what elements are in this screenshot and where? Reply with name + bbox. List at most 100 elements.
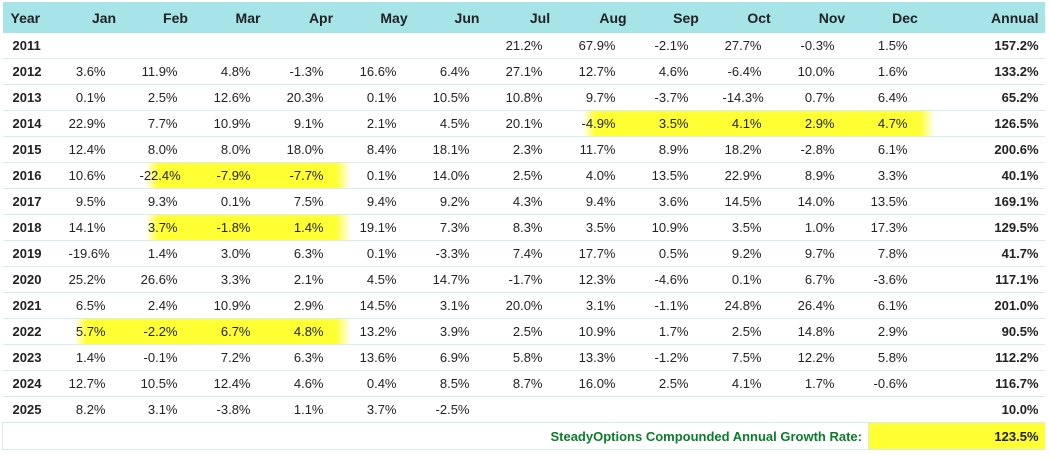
annual-cell: 90.5% xyxy=(941,318,1045,345)
month-cell-sep: 3.6% xyxy=(649,188,723,215)
month-cell-jun: -3.3% xyxy=(430,240,504,267)
cagr-row: SteadyOptions Compounded Annual Growth R… xyxy=(2,422,1045,450)
month-cell-feb: 26.6% xyxy=(139,266,212,293)
month-cell-mar xyxy=(211,33,285,59)
month-cell-dec: 5.8% xyxy=(868,344,942,371)
annual-cell: 133.2% xyxy=(941,58,1045,85)
month-cell-sep: -1.1% xyxy=(649,292,723,319)
month-cell-may: 19.1% xyxy=(357,214,431,241)
annual-cell: 117.1% xyxy=(941,266,1045,293)
month-cell-aug: 9.7% xyxy=(576,84,650,111)
column-header-jan: Jan xyxy=(68,2,140,33)
table-row: 2021 6.5% 2.4% 10.9% 2.9% 14.5% 3.1% 20.0% 3.1% -… xyxy=(2,292,1045,319)
year-cell: 2012 xyxy=(2,58,69,85)
month-cell-may: 2.1% xyxy=(357,110,431,137)
month-cell-may: 16.6% xyxy=(357,58,431,85)
month-cell-may: 0.1% xyxy=(357,162,431,189)
highlighted-month-cell-apr: -7.7% xyxy=(284,162,358,189)
highlighted-month-cell-sep: 3.5% xyxy=(649,110,723,137)
annual-cell: 200.6% xyxy=(941,136,1045,163)
month-cell-apr: 6.3% xyxy=(284,344,358,371)
month-cell-nov: 1.7% xyxy=(795,370,869,397)
month-cell-apr: 2.1% xyxy=(284,266,358,293)
month-cell-jun: 6.4% xyxy=(430,58,504,85)
month-cell-nov: 6.7% xyxy=(795,266,869,293)
highlighted-month-cell-dec: 4.7% xyxy=(868,110,942,137)
month-cell-may: 3.7% xyxy=(357,396,431,423)
month-cell-jul: 4.3% xyxy=(503,188,577,215)
month-cell-aug: 3.5% xyxy=(576,214,650,241)
month-cell-sep: -4.6% xyxy=(649,266,723,293)
month-cell-dec: 2.9% xyxy=(868,318,942,345)
month-cell-mar: 12.4% xyxy=(211,370,285,397)
month-cell-jul: 8.3% xyxy=(503,214,577,241)
month-cell-oct: 2.5% xyxy=(722,318,796,345)
month-cell-jan: 9.5% xyxy=(68,188,140,215)
month-cell-mar: 7.2% xyxy=(211,344,285,371)
month-cell-feb: 1.4% xyxy=(139,240,212,267)
highlighted-month-cell-aug: -4.9% xyxy=(576,110,650,137)
highlighted-month-cell-feb: 3.7% xyxy=(139,214,212,241)
month-cell-jan: 14.1% xyxy=(68,214,140,241)
month-cell-mar: 8.0% xyxy=(211,136,285,163)
month-cell-jan: 10.6% xyxy=(68,162,140,189)
annual-cell: 65.2% xyxy=(941,84,1045,111)
table-row: 2012 3.6% 11.9% 4.8% -1.3% 16.6% 6.4% 27.1% 12.7… xyxy=(2,58,1045,85)
month-cell-dec: 6.1% xyxy=(868,136,942,163)
month-cell-apr: -1.3% xyxy=(284,58,358,85)
month-cell-dec: 1.5% xyxy=(868,33,942,59)
column-header-sep: Sep xyxy=(649,2,723,33)
month-cell-jan: 1.4% xyxy=(68,344,140,371)
month-cell-aug xyxy=(576,396,650,423)
month-cell-oct: 9.2% xyxy=(722,240,796,267)
column-header-oct: Oct xyxy=(722,2,796,33)
year-cell: 2018 xyxy=(2,214,69,241)
month-cell-aug: 12.7% xyxy=(576,58,650,85)
month-cell-aug: 17.7% xyxy=(576,240,650,267)
month-cell-apr: 9.1% xyxy=(284,110,358,137)
annual-cell: 157.2% xyxy=(941,33,1045,59)
month-cell-jul: 10.8% xyxy=(503,84,577,111)
month-cell-jul: 20.0% xyxy=(503,292,577,319)
month-cell-nov: 14.8% xyxy=(795,318,869,345)
month-cell-feb: 9.3% xyxy=(139,188,212,215)
highlighted-month-cell-apr: 4.8% xyxy=(284,318,358,345)
year-cell: 2023 xyxy=(2,344,69,371)
month-cell-dec: 6.1% xyxy=(868,292,942,319)
column-header-may: May xyxy=(357,2,431,33)
annual-cell: 201.0% xyxy=(941,292,1045,319)
month-cell-sep: 13.5% xyxy=(649,162,723,189)
month-cell-oct xyxy=(722,396,796,423)
annual-cell: 169.1% xyxy=(941,188,1045,215)
month-cell-aug: 12.3% xyxy=(576,266,650,293)
month-cell-sep xyxy=(649,396,723,423)
table-row: 2023 1.4% -0.1% 7.2% 6.3% 13.6% 6.9% 5.8% 13.3% -… xyxy=(2,344,1045,371)
month-cell-jun: 7.3% xyxy=(430,214,504,241)
month-cell-sep: 0.5% xyxy=(649,240,723,267)
month-cell-jan xyxy=(68,33,140,59)
month-cell-dec: 13.5% xyxy=(868,188,942,215)
month-cell-jun: 18.1% xyxy=(430,136,504,163)
month-cell-oct: 7.5% xyxy=(722,344,796,371)
month-cell-jul: 2.5% xyxy=(503,318,577,345)
month-cell-dec: -0.6% xyxy=(868,370,942,397)
month-cell-jan: 8.2% xyxy=(68,396,140,423)
highlighted-month-cell-mar: -1.8% xyxy=(211,214,285,241)
month-cell-may: 0.4% xyxy=(357,370,431,397)
table-row: 2020 25.2% 26.6% 3.3% 2.1% 4.5% 14.7% -1.7% 12.3… xyxy=(2,266,1045,293)
month-cell-jun: 14.7% xyxy=(430,266,504,293)
column-header-year: Year xyxy=(2,2,69,33)
table-row: 2022 5.7% -2.2% 6.7% 4.8% 13.2% 3.9% 2.5% 10.9% 1… xyxy=(2,318,1045,345)
month-cell-jun: 6.9% xyxy=(430,344,504,371)
month-cell-aug: 16.0% xyxy=(576,370,650,397)
month-cell-jan: 3.6% xyxy=(68,58,140,85)
year-cell: 2015 xyxy=(2,136,69,163)
table-row: 2017 9.5% 9.3% 0.1% 7.5% 9.4% 9.2% 4.3% 9.4% 3.6%… xyxy=(2,188,1045,215)
month-cell-mar: -3.8% xyxy=(211,396,285,423)
annual-cell: 41.7% xyxy=(941,240,1045,267)
month-cell-nov: -0.3% xyxy=(795,33,869,59)
annual-cell: 126.5% xyxy=(941,110,1045,137)
month-cell-may: 0.1% xyxy=(357,84,431,111)
month-cell-may xyxy=(357,33,431,59)
